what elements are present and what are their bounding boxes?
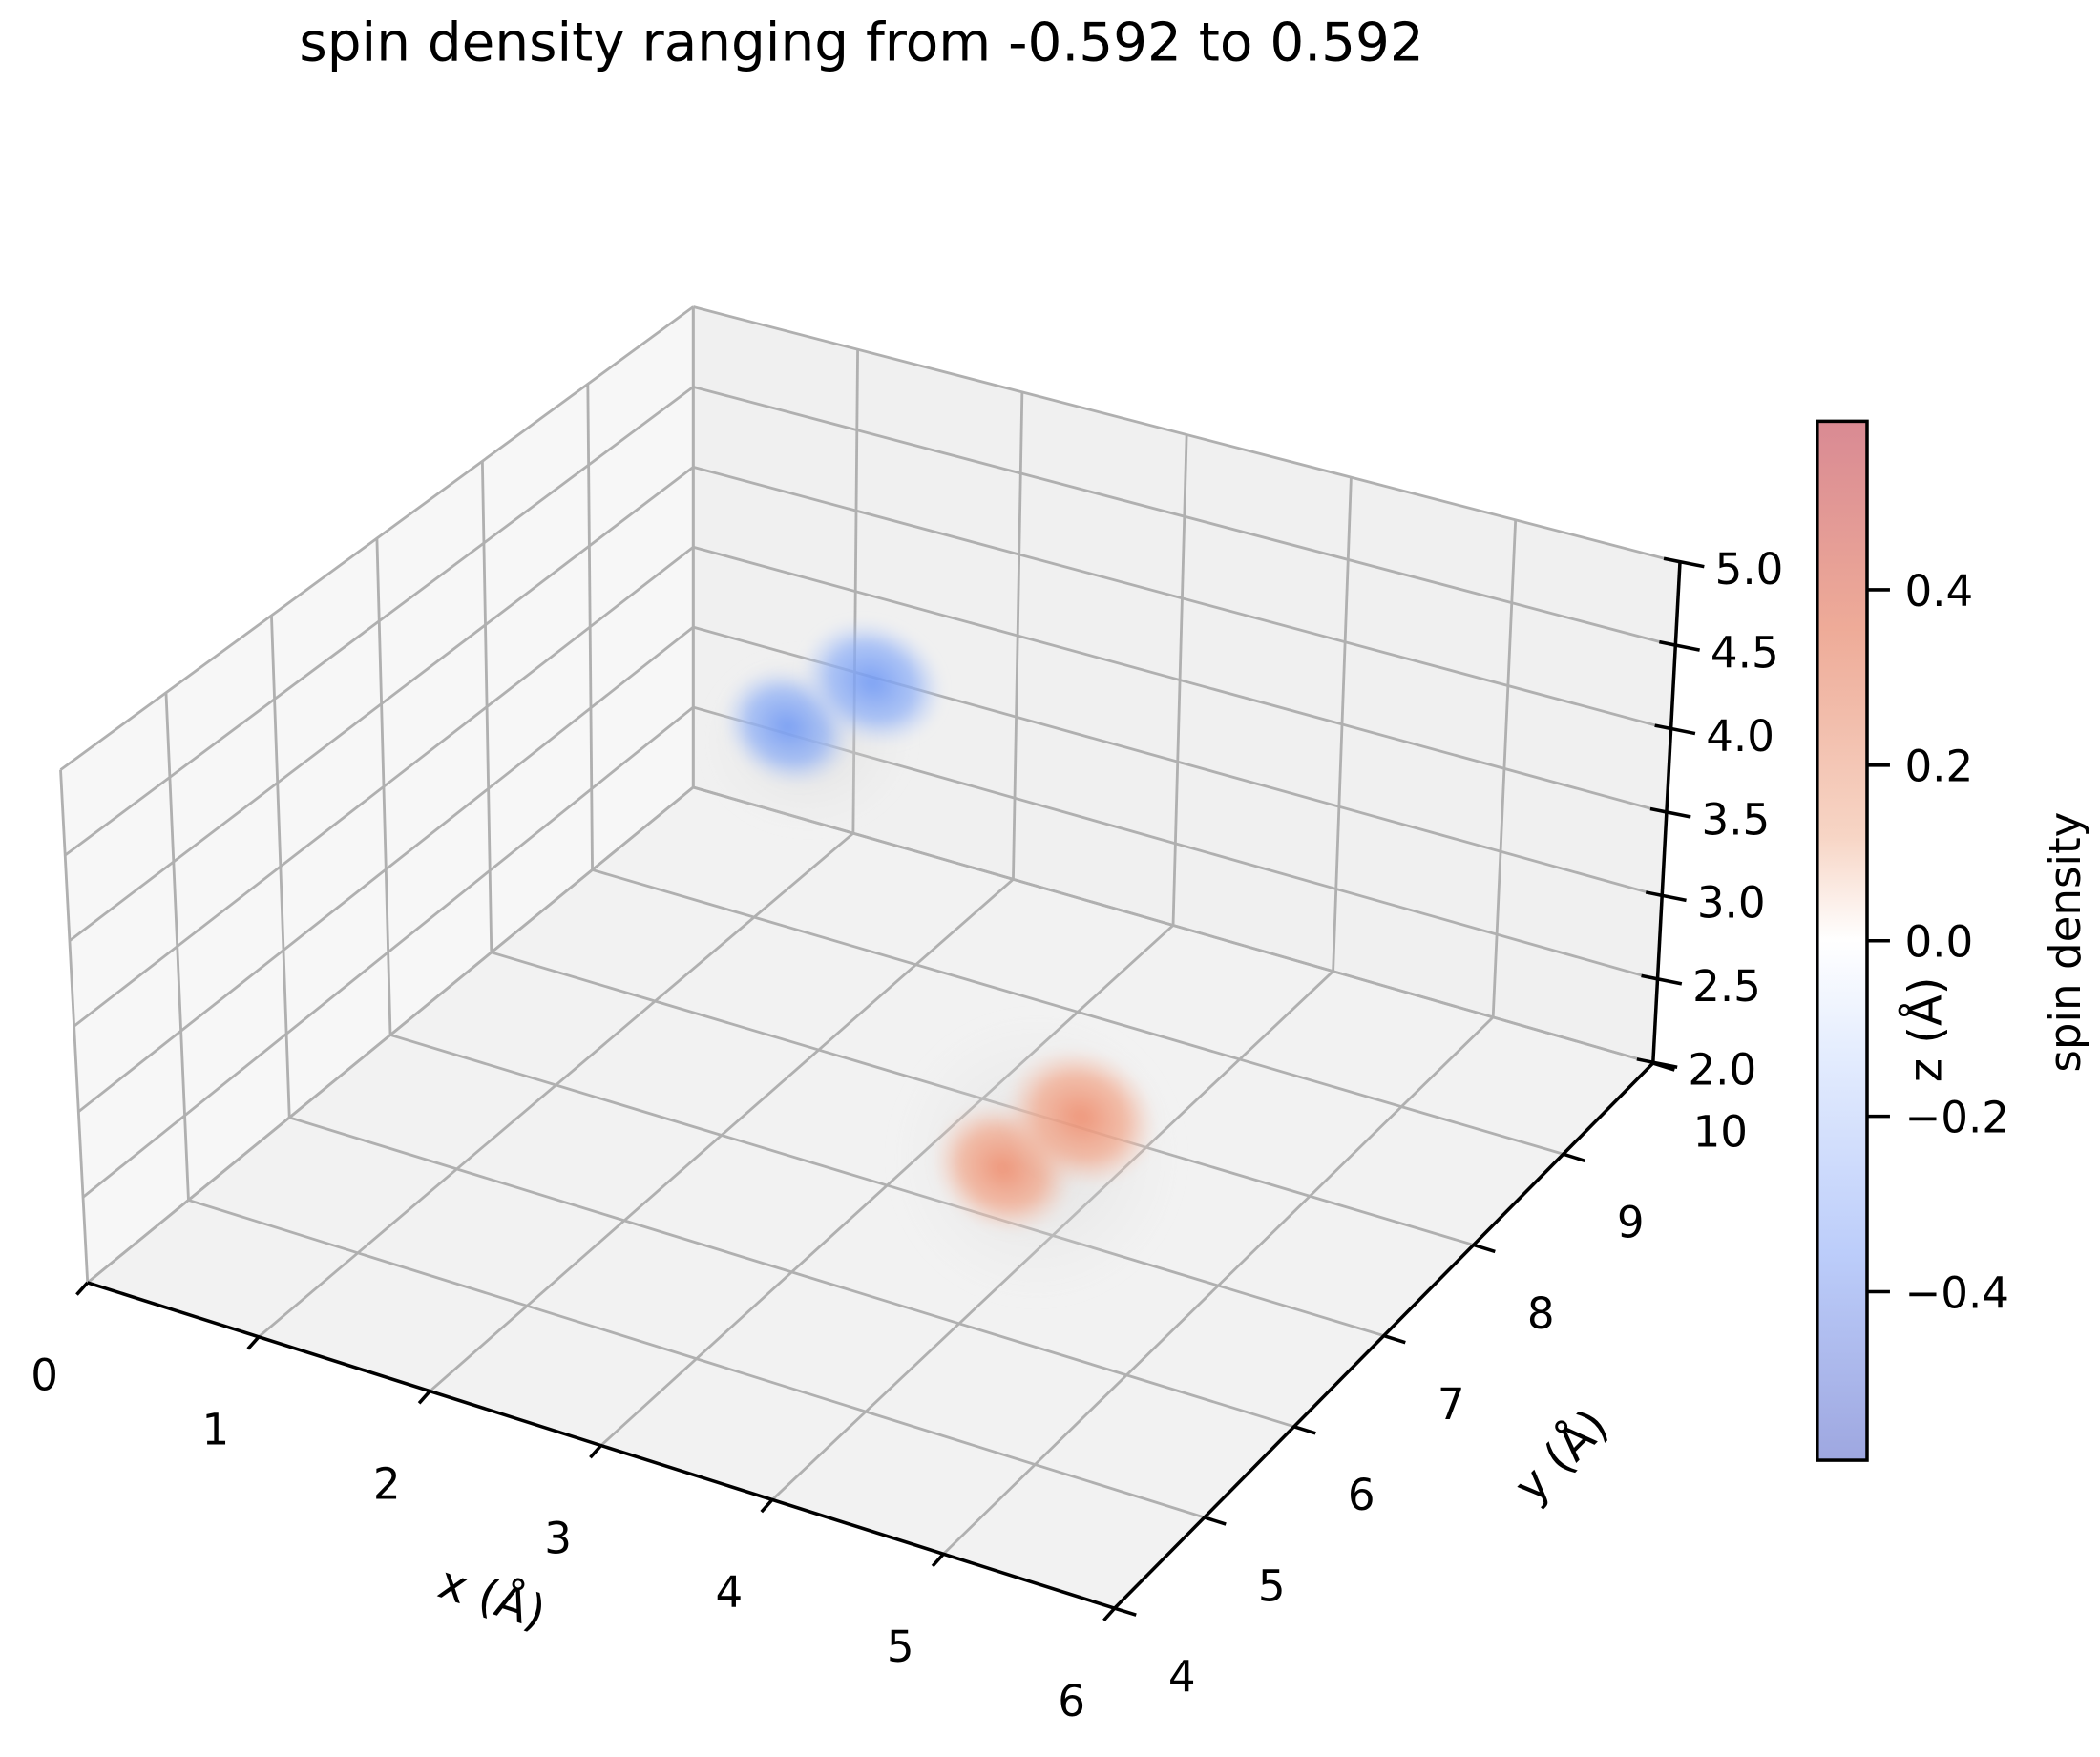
colorbar-tick-label: −0.2 xyxy=(1904,1093,2009,1143)
blob-negative-lobe xyxy=(800,618,945,746)
grid-line-z xyxy=(692,545,1668,815)
x-tick-label: 2 xyxy=(373,1458,401,1509)
z-tick xyxy=(1641,973,1683,986)
grid-line-z xyxy=(77,626,695,1113)
y-tick-label: 6 xyxy=(1348,1470,1376,1520)
y-tick-label: 10 xyxy=(1693,1106,1748,1157)
y-tick xyxy=(1383,1333,1406,1345)
floor-pane xyxy=(87,786,1653,1609)
tick-labels: 0 1 2 3 4 5 6 4 5 6 7 8 9 10 2.0 2.5 3.0 3.5 4.0 4.5 5.0 xyxy=(31,544,1783,1726)
colorbar-tick-label: 0.4 xyxy=(1904,566,1973,617)
z-tick xyxy=(1649,806,1691,819)
x-tick-label: 6 xyxy=(1058,1676,1085,1726)
z-axis-label: z (Å) xyxy=(1899,976,1953,1082)
z-tick-label: 3.5 xyxy=(1702,794,1771,845)
chart-title: spin density ranging from -0.592 to 0.59… xyxy=(299,11,1423,73)
z-tick-label: 5.0 xyxy=(1715,544,1784,595)
y-tick-label: 9 xyxy=(1617,1198,1645,1248)
y-tick-label: 5 xyxy=(1258,1560,1286,1611)
grid-line-z xyxy=(692,386,1676,648)
grid-line-y xyxy=(288,1116,1295,1429)
grid-line-y xyxy=(592,868,1564,1156)
density-blobs xyxy=(700,618,1186,1306)
y-tick-label: 4 xyxy=(1168,1652,1196,1703)
grid-line-z xyxy=(692,465,1671,731)
colorbar-label: spin density xyxy=(2040,812,2090,1073)
grid-line-z xyxy=(86,785,695,1285)
grid-line-z xyxy=(692,785,1654,1065)
z-tick-label: 4.0 xyxy=(1706,711,1774,762)
z-tick-label: 4.5 xyxy=(1711,627,1779,678)
grid-line-z xyxy=(59,305,695,771)
colorbar: 0.4 0.2 0.0 −0.2 −0.4 spin density xyxy=(1816,419,2090,1462)
z-tick xyxy=(1654,723,1696,736)
z-tick xyxy=(1645,890,1687,903)
z-tick-label: 2.0 xyxy=(1688,1045,1756,1096)
y-axis-label: y (Å) xyxy=(1503,1398,1619,1514)
y-tick xyxy=(1114,1606,1137,1617)
x-tick xyxy=(417,1390,431,1405)
x-tick xyxy=(589,1444,603,1459)
axes-panes xyxy=(60,306,1680,1609)
grid-line-z xyxy=(64,386,695,857)
colorbar-tick-label: −0.4 xyxy=(1904,1267,2009,1318)
blob-positive-lobe xyxy=(1004,1047,1158,1187)
x-axis-label: x (Å) xyxy=(432,1555,553,1640)
x-tick xyxy=(760,1498,774,1514)
x-tick xyxy=(75,1281,90,1296)
grid-line-z xyxy=(69,466,695,942)
left-wall-pane xyxy=(60,306,694,1283)
x-tick xyxy=(246,1335,261,1350)
y-tick-label: 8 xyxy=(1527,1288,1555,1339)
y-tick xyxy=(1563,1152,1586,1162)
colorbar-tick-label: 0.0 xyxy=(1904,917,1973,968)
x-tick-label: 1 xyxy=(202,1405,230,1455)
y-tick xyxy=(1204,1516,1227,1526)
back-wall-pane xyxy=(693,306,1680,1064)
z-tick xyxy=(1636,1057,1678,1070)
grid-line-z xyxy=(692,305,1681,564)
z-tick xyxy=(1658,639,1700,652)
z-tick xyxy=(1663,556,1705,569)
grid-lines xyxy=(59,305,1682,1610)
y-tick xyxy=(1293,1425,1316,1435)
x-tick xyxy=(931,1553,945,1568)
x-tick-label: 0 xyxy=(31,1350,58,1401)
x-tick-label: 4 xyxy=(716,1567,744,1618)
y-tick xyxy=(1473,1243,1496,1254)
x-tick-label: 5 xyxy=(887,1621,914,1672)
grid-line-z xyxy=(73,546,695,1028)
x-tick-label: 3 xyxy=(544,1513,572,1563)
z-tick-label: 2.5 xyxy=(1692,961,1761,1012)
grid-line-z xyxy=(82,705,695,1199)
axis-lines xyxy=(75,556,1705,1622)
y-tick-label: 7 xyxy=(1438,1379,1465,1430)
grid-line-y xyxy=(389,1034,1385,1337)
x-tick xyxy=(1102,1607,1117,1622)
grid-line-y xyxy=(188,1199,1206,1519)
colorbar-gradient xyxy=(1816,419,1869,1462)
z-tick-label: 3.0 xyxy=(1697,878,1766,929)
colorbar-tick-label: 0.2 xyxy=(1904,742,1973,792)
